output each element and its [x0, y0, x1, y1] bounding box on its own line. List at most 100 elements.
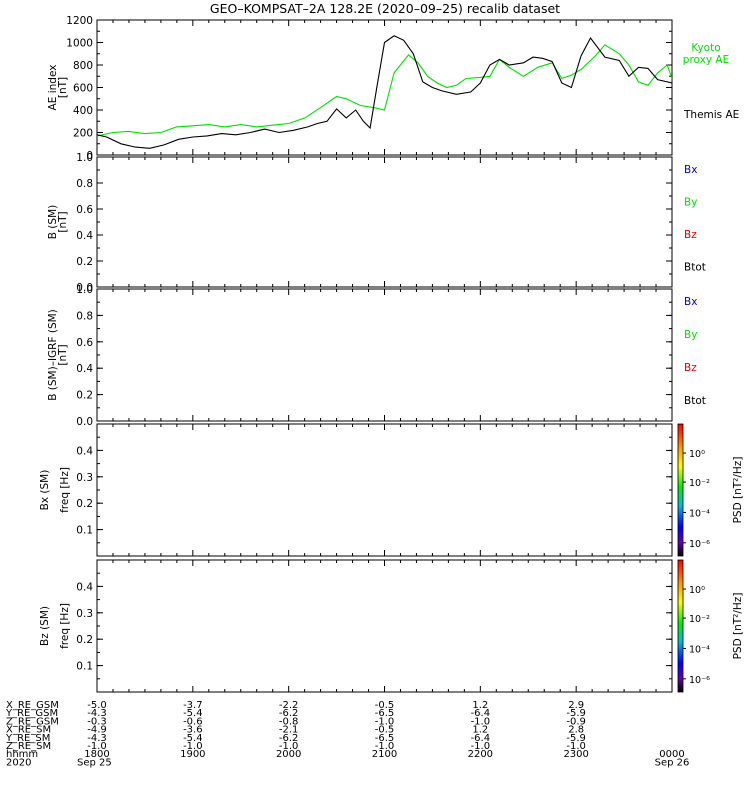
- y-tick-label: 0.2: [76, 634, 93, 646]
- legend-btot: Btot: [684, 395, 706, 407]
- y-tick-label: 0.4: [76, 581, 93, 593]
- y-tick-label: 0.4: [76, 230, 93, 242]
- panel-frame: [96, 156, 673, 288]
- footer-cell: -1.0: [279, 741, 299, 752]
- y-tick-label: 0: [86, 150, 93, 162]
- footer-row: Z_RE_GSM -0.3 -0.6 -0.8 -1.0 -1.0 -0.9: [6, 716, 586, 727]
- legend-proxy-ae: proxy AE: [683, 54, 729, 66]
- y-tick-label: 800: [73, 60, 93, 72]
- colorbar-tick-label: 10⁻⁶: [689, 539, 710, 550]
- y-tick-label: 0.1: [76, 661, 93, 673]
- footer-cell: -2.1: [279, 725, 299, 736]
- panel-2: 0.0 0.2 0.4 0.6 0.8 1.0 B (SM)[nT] Bx By Bz Btot: [47, 152, 706, 294]
- footer-cell: Sep 25: [77, 757, 112, 768]
- colorbar-tick-label: 10⁻²: [689, 614, 710, 625]
- footer-row: Z_RE_SM -1.0 -1.0 -1.0 -1.0 -1.0 -1.0: [6, 741, 586, 752]
- footer-cell: 2000: [276, 749, 301, 760]
- footer-cell: 1.2: [472, 725, 488, 736]
- colorbar: [677, 423, 684, 557]
- footer-cell: -3.7: [183, 700, 203, 711]
- ephemeris-footer: X_RE_GSM -5.0 -3.7 -2.2 -0.5 1.2 2.9 Y_RE_GSM -4…: [5, 700, 689, 768]
- footer-cell: 0000: [659, 749, 684, 760]
- y-axis-unit: [nT]: [57, 211, 69, 232]
- legend-by: By: [684, 197, 697, 209]
- footer-cell: -5.9: [566, 733, 586, 744]
- footer-cell: 2300: [563, 749, 588, 760]
- colorbar-tick-label: 10⁰: [689, 585, 705, 596]
- y-tick-label: 0.4: [76, 363, 93, 375]
- panel-5: 0.1 0.2 0.3 0.4 Bz (SM) freq [Hz] 10⁰ 10⁻² 10⁻⁴ 1…: [39, 559, 744, 693]
- y-tick-label: 0.0: [76, 282, 93, 294]
- footer-cell: 1800: [84, 749, 109, 760]
- y-tick-label: 200: [73, 128, 93, 140]
- footer-row-label: Y_RE_GSM: [5, 708, 58, 719]
- colorbar-tick-label: 10⁻⁴: [689, 644, 710, 655]
- y-tick-label: 400: [73, 105, 93, 117]
- y-tick-label: 1200: [66, 15, 93, 27]
- footer-row: hhmm 1800 1900 2000 2100 2200 2300 0000: [6, 749, 685, 760]
- footer-cell: -1.0: [183, 741, 203, 752]
- panel-4: 0.1 0.2 0.3 0.4 Bx (SM) freq [Hz] 10⁰ 10⁻² 10⁻⁴ 1…: [39, 423, 744, 557]
- footer-cell: -5.0: [87, 700, 107, 711]
- panel-3: 0.0 0.2 0.4 0.6 0.8 1.0 B (SM)–IGRF (SM)[nT] Bx…: [47, 284, 706, 428]
- footer-row-label: hhmm: [6, 749, 38, 760]
- footer-cell: 1.2: [472, 700, 488, 711]
- footer-row: Y_RE_GSM -4.3 -5.4 -6.2 -6.5 -6.4 -5.9: [5, 708, 586, 719]
- colorbar: [677, 559, 684, 693]
- footer-cell: -5.4: [183, 733, 203, 744]
- footer-cell: -0.5: [375, 700, 395, 711]
- legend-bx: Bx: [684, 164, 697, 176]
- figure-title: GEO–KOMPSAT–2A 128.2E (2020–09–25) recal…: [210, 1, 560, 16]
- y-axis-label: B (SM)–IGRF (SM): [47, 309, 59, 401]
- panel-1: 0 200 400 600 800 1000 1200 AE index[nT] Kyotopr…: [47, 15, 739, 162]
- footer-cell: -0.5: [375, 725, 395, 736]
- y-tick-label: 1000: [66, 38, 93, 50]
- y-tick-label: 0.3: [76, 608, 93, 620]
- legend-kyoto: Kyoto: [691, 42, 720, 54]
- y-tick-label: 600: [73, 83, 93, 95]
- panel-frame: [96, 559, 673, 693]
- footer-cell: -5.4: [183, 708, 203, 719]
- footer-cell: -1.0: [471, 716, 491, 727]
- footer-cell: 1900: [180, 749, 205, 760]
- y-tick-label: 0.1: [76, 525, 93, 537]
- y-axis-label: B (SM): [47, 205, 59, 239]
- y-tick-label: 0.0: [76, 416, 93, 428]
- footer-cell: -6.2: [279, 708, 299, 719]
- panel-frame: [96, 19, 673, 156]
- y-tick-label: 0.2: [76, 390, 93, 402]
- footer-row: X_RE_GSM -5.0 -3.7 -2.2 -0.5 1.2 2.9: [6, 700, 584, 711]
- y-tick-label: 0.2: [76, 256, 93, 268]
- panel-frame: [96, 288, 673, 422]
- colorbar-tick-label: 10⁰: [689, 449, 705, 460]
- colorbar-label: PSD [nT²/Hz]: [732, 593, 744, 660]
- y-tick-label: 0.8: [76, 178, 93, 190]
- legend-btot: Btot: [684, 262, 706, 274]
- footer-cell: -1.0: [375, 741, 395, 752]
- footer-cell: -1.0: [87, 741, 107, 752]
- y-tick-label: 1.0: [76, 284, 93, 296]
- footer-cell: -2.2: [279, 700, 299, 711]
- legend-bx: Bx: [684, 296, 697, 308]
- y-axis-label: Bz (SM): [39, 606, 51, 646]
- footer-cell: -6.5: [375, 733, 395, 744]
- y-axis-unit: [nT]: [57, 77, 69, 98]
- footer-cell: -0.8: [279, 716, 299, 727]
- colorbar-tick-label: 10⁻⁴: [689, 508, 710, 519]
- legend-bz: Bz: [684, 229, 697, 241]
- series-line-kyoto-proxy-ae: [97, 44, 672, 137]
- footer-cell: -0.6: [183, 716, 203, 727]
- y-tick-label: 0.3: [76, 472, 93, 484]
- footer-cell: -4.3: [87, 733, 107, 744]
- y-tick-label: 0.4: [76, 445, 93, 457]
- footer-cell: 2.9: [568, 700, 584, 711]
- footer-cell: -0.9: [566, 716, 586, 727]
- footer-cell: 2100: [372, 749, 397, 760]
- footer-cell: -6.2: [279, 733, 299, 744]
- legend-by: By: [684, 329, 697, 341]
- footer-cell: -3.6: [183, 725, 203, 736]
- footer-row-label: Y_RE_SM: [5, 733, 50, 744]
- footer-cell: 2.8: [568, 725, 584, 736]
- colorbar-label: PSD [nT²/Hz]: [732, 457, 744, 524]
